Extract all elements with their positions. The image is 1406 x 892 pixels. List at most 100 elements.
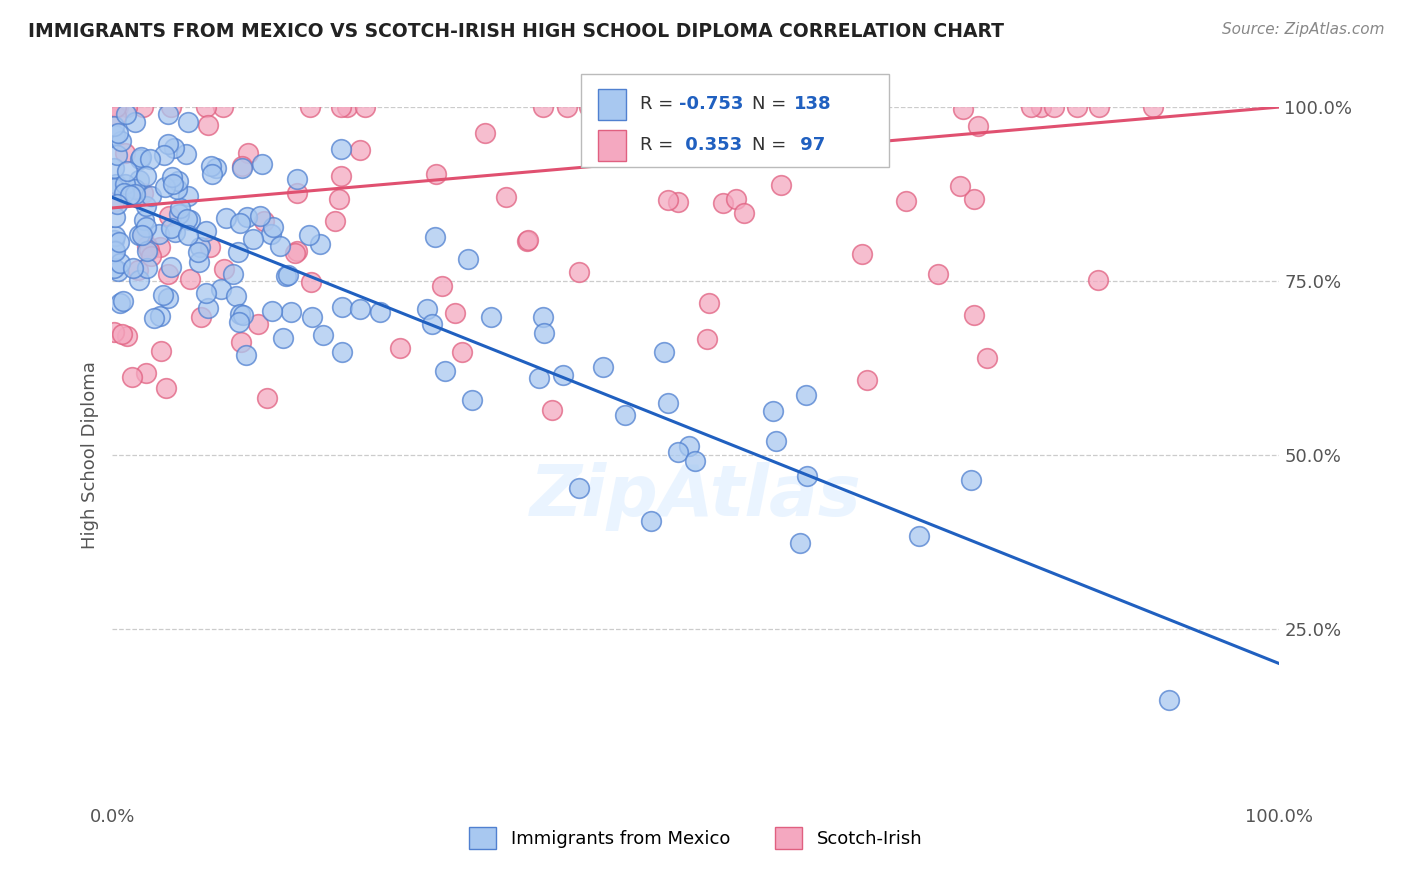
Point bbox=[789, 536, 811, 550]
Point bbox=[952, 102, 974, 116]
Point bbox=[103, 244, 125, 258]
Point bbox=[169, 202, 191, 216]
Legend: Immigrants from Mexico, Scotch-Irish: Immigrants from Mexico, Scotch-Irish bbox=[463, 820, 929, 856]
Text: N =: N = bbox=[752, 95, 786, 113]
Point bbox=[253, 214, 276, 228]
Point bbox=[195, 224, 218, 238]
Point bbox=[354, 100, 377, 114]
Point bbox=[148, 240, 170, 254]
Point bbox=[169, 207, 191, 221]
Point bbox=[114, 146, 136, 161]
Point bbox=[370, 305, 392, 319]
Point bbox=[138, 243, 160, 257]
Point bbox=[104, 228, 127, 243]
Point bbox=[516, 234, 538, 248]
Point bbox=[963, 192, 986, 206]
Point bbox=[256, 391, 278, 405]
Point bbox=[434, 364, 457, 378]
Point bbox=[567, 481, 589, 495]
Point bbox=[163, 141, 186, 155]
Point bbox=[851, 247, 873, 261]
Point bbox=[107, 148, 129, 162]
Point bbox=[330, 142, 353, 156]
Text: R =: R = bbox=[640, 95, 673, 113]
Point bbox=[423, 230, 446, 244]
Point bbox=[121, 260, 143, 275]
Point bbox=[1142, 100, 1164, 114]
Point bbox=[222, 267, 245, 281]
Point bbox=[796, 469, 818, 483]
Point bbox=[128, 272, 150, 286]
Point bbox=[963, 308, 986, 322]
Point bbox=[666, 444, 689, 458]
Text: 0.353: 0.353 bbox=[679, 136, 742, 154]
Point bbox=[153, 148, 176, 162]
Point bbox=[298, 227, 321, 242]
Point bbox=[1029, 100, 1052, 114]
Text: ZipAtlas: ZipAtlas bbox=[530, 462, 862, 531]
Point bbox=[531, 100, 554, 114]
Point bbox=[166, 174, 188, 188]
Point bbox=[108, 256, 131, 270]
Point bbox=[277, 268, 299, 282]
Point bbox=[416, 301, 439, 316]
Point bbox=[330, 345, 353, 359]
Point bbox=[325, 214, 347, 228]
Point bbox=[157, 267, 180, 281]
Point bbox=[157, 107, 180, 121]
Point bbox=[214, 262, 236, 277]
Point bbox=[107, 235, 129, 249]
Point bbox=[299, 275, 322, 289]
Point bbox=[176, 212, 198, 227]
Point bbox=[132, 213, 155, 227]
Point bbox=[1159, 693, 1181, 707]
Point bbox=[425, 167, 447, 181]
Point bbox=[160, 220, 183, 235]
Point bbox=[128, 173, 150, 187]
Point bbox=[135, 199, 157, 213]
Text: N =: N = bbox=[752, 136, 786, 154]
Text: 138: 138 bbox=[794, 95, 832, 113]
Point bbox=[231, 161, 253, 176]
Point bbox=[110, 134, 132, 148]
Point bbox=[127, 262, 149, 277]
Point bbox=[195, 286, 218, 301]
Point bbox=[894, 194, 917, 208]
Point bbox=[132, 186, 155, 200]
Text: 97: 97 bbox=[794, 136, 825, 154]
Point bbox=[135, 244, 157, 258]
Point bbox=[104, 244, 127, 259]
Point bbox=[129, 152, 152, 166]
Point bbox=[229, 216, 252, 230]
Point bbox=[578, 100, 600, 114]
Point bbox=[246, 317, 269, 331]
Point bbox=[163, 226, 186, 240]
Point bbox=[598, 100, 620, 114]
Point bbox=[135, 366, 157, 380]
Point bbox=[159, 260, 181, 274]
Point bbox=[595, 100, 617, 114]
Point bbox=[205, 161, 228, 175]
Point bbox=[733, 100, 755, 114]
Point bbox=[132, 229, 155, 244]
Point bbox=[215, 211, 238, 226]
Point bbox=[149, 309, 172, 323]
Point bbox=[457, 252, 479, 267]
Point bbox=[155, 381, 177, 395]
Point bbox=[666, 194, 689, 209]
Point bbox=[190, 239, 212, 253]
Point bbox=[285, 244, 308, 259]
Point bbox=[107, 100, 129, 114]
Point bbox=[104, 177, 127, 191]
Point bbox=[495, 190, 517, 204]
Point bbox=[976, 351, 998, 365]
Point bbox=[242, 232, 264, 246]
Point bbox=[745, 100, 768, 114]
Point bbox=[927, 268, 949, 282]
Point bbox=[949, 178, 972, 193]
Point bbox=[966, 120, 988, 134]
Point bbox=[1019, 100, 1042, 114]
Point bbox=[761, 404, 783, 418]
Point bbox=[329, 169, 352, 183]
Point bbox=[141, 249, 163, 263]
